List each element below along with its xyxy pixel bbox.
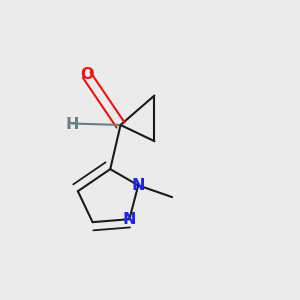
Text: N: N: [131, 178, 145, 193]
Text: N: N: [123, 212, 136, 227]
Text: O: O: [80, 68, 93, 82]
Text: H: H: [65, 118, 79, 133]
